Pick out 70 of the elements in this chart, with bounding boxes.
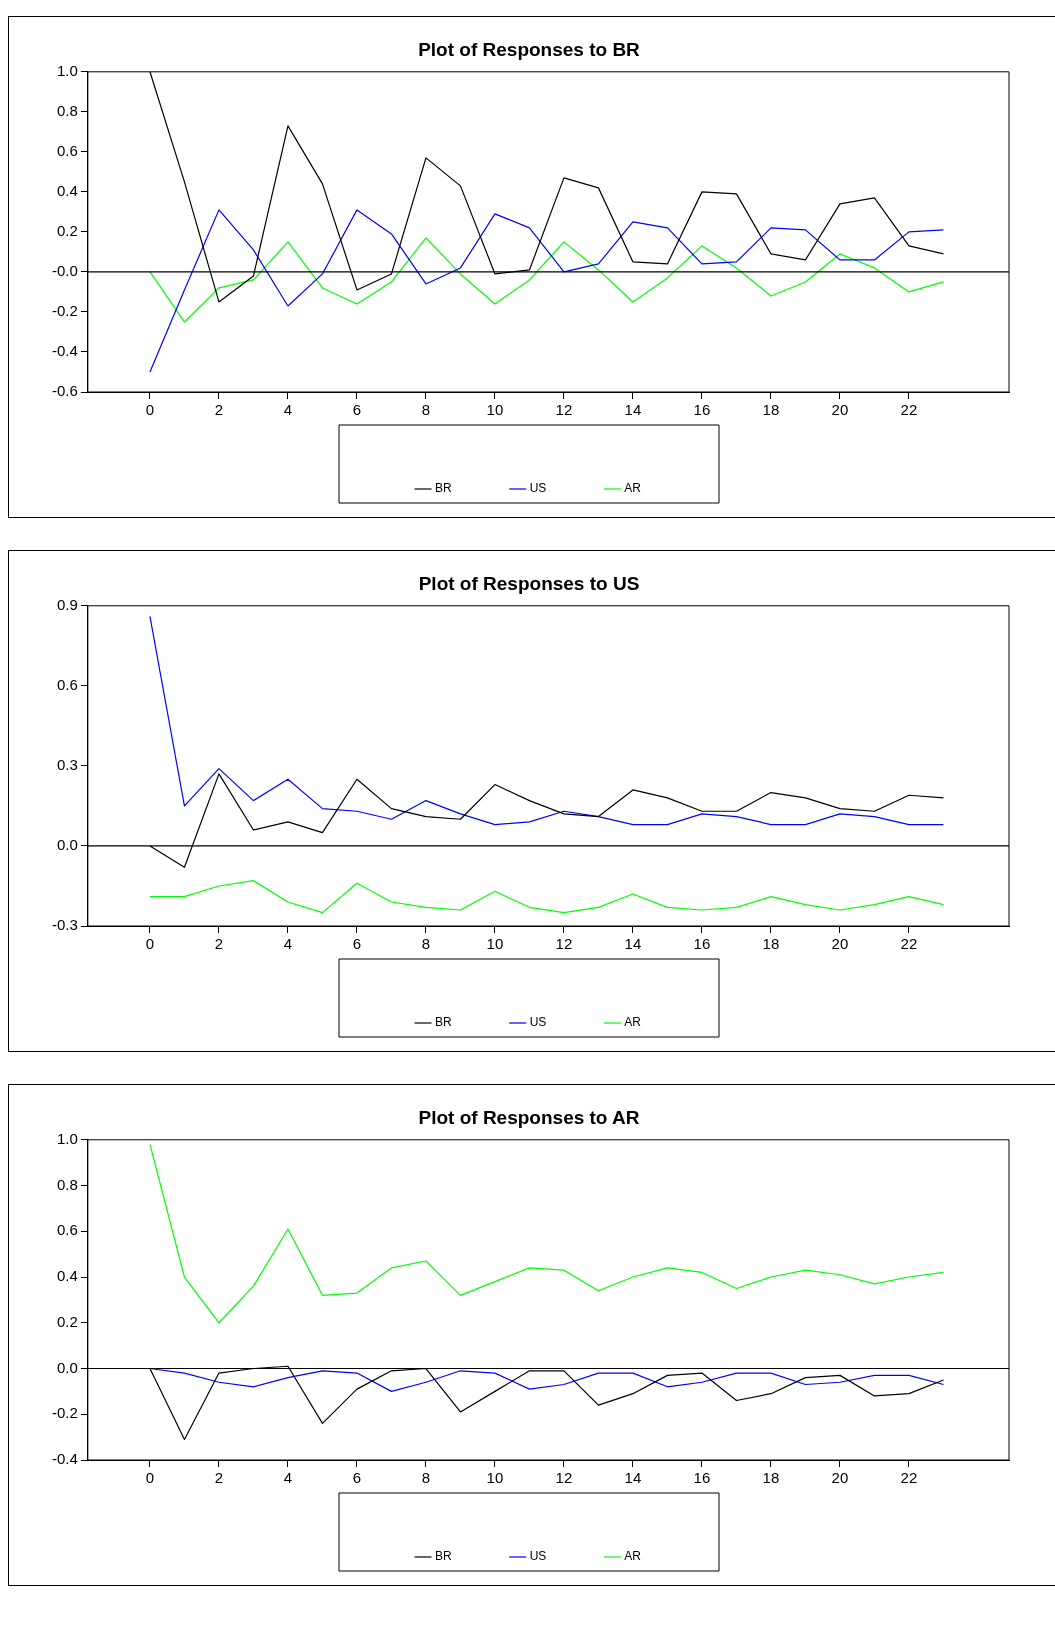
x-tick-label: 16 xyxy=(693,401,711,419)
chart-title: Plot of Responses to US xyxy=(418,572,640,594)
y-tick-label: 0.8 xyxy=(56,1175,78,1193)
legend-label: AR xyxy=(624,1549,642,1564)
x-tick-label: 4 xyxy=(283,1469,293,1487)
legend-label: US xyxy=(529,481,547,496)
x-tick-label: 20 xyxy=(831,1469,849,1487)
x-tick-label: 12 xyxy=(555,935,573,953)
x-tick-label: 22 xyxy=(900,1469,918,1487)
x-tick-label: 12 xyxy=(555,401,573,419)
y-tick-label: 0.9 xyxy=(56,595,78,613)
x-tick-label: 4 xyxy=(283,401,293,419)
x-tick-label: 4 xyxy=(283,935,293,953)
y-tick-label: 0.2 xyxy=(56,222,78,240)
y-tick-label: 0.3 xyxy=(56,756,78,774)
legend-label: AR xyxy=(624,481,642,496)
x-tick-label: 8 xyxy=(421,401,431,419)
x-tick-label: 0 xyxy=(145,935,155,953)
x-tick-label: 10 xyxy=(486,401,504,419)
legend-label: US xyxy=(529,1015,547,1030)
legend-label: BR xyxy=(435,481,452,496)
x-tick-label: 8 xyxy=(421,1469,431,1487)
x-tick-label: 10 xyxy=(486,1469,504,1487)
y-tick-label: -0.2 xyxy=(51,1404,78,1422)
y-tick-label: -0.4 xyxy=(51,1450,78,1468)
x-tick-label: 18 xyxy=(762,1469,780,1487)
legend-label: BR xyxy=(435,1549,452,1564)
x-tick-label: 20 xyxy=(831,401,849,419)
x-tick-label: 20 xyxy=(831,935,849,953)
y-tick-label: -0.0 xyxy=(51,262,78,280)
x-tick-label: 14 xyxy=(624,1469,642,1487)
x-tick-label: 18 xyxy=(762,401,780,419)
x-tick-label: 16 xyxy=(693,935,711,953)
x-tick-label: 2 xyxy=(214,401,224,419)
y-tick-label: -0.6 xyxy=(51,382,78,400)
y-tick-label: 0.0 xyxy=(56,836,78,854)
y-tick-label: -0.2 xyxy=(51,302,78,320)
y-tick-label: 0.4 xyxy=(56,1267,78,1285)
legend-label: US xyxy=(529,1549,547,1564)
y-tick-label: 1.0 xyxy=(56,61,78,79)
legend-label: AR xyxy=(624,1015,642,1030)
x-tick-label: 0 xyxy=(145,1469,155,1487)
x-tick-label: 22 xyxy=(900,935,918,953)
x-tick-label: 10 xyxy=(486,935,504,953)
y-tick-label: 1.0 xyxy=(56,1129,78,1147)
x-tick-label: 22 xyxy=(900,401,918,419)
x-tick-label: 16 xyxy=(693,1469,711,1487)
y-tick-label: 0.4 xyxy=(56,182,78,200)
chart-title: Plot of Responses to BR xyxy=(418,38,641,60)
x-tick-label: 0 xyxy=(145,401,155,419)
x-tick-label: 18 xyxy=(762,935,780,953)
y-tick-label: 0.0 xyxy=(56,1358,78,1376)
y-tick-label: -0.4 xyxy=(51,342,78,360)
x-tick-label: 12 xyxy=(555,1469,573,1487)
y-tick-label: -0.3 xyxy=(51,916,78,934)
y-tick-label: 0.6 xyxy=(56,1221,78,1239)
chart-title: Plot of Responses to AR xyxy=(418,1106,640,1128)
x-tick-label: 14 xyxy=(624,401,642,419)
x-tick-label: 6 xyxy=(352,1469,362,1487)
y-tick-label: 0.6 xyxy=(56,675,78,693)
x-tick-label: 2 xyxy=(214,935,224,953)
y-tick-label: 0.6 xyxy=(56,141,78,159)
x-tick-label: 14 xyxy=(624,935,642,953)
x-tick-label: 6 xyxy=(352,935,362,953)
x-tick-label: 6 xyxy=(352,401,362,419)
y-tick-label: 0.8 xyxy=(56,101,78,119)
y-tick-label: 0.2 xyxy=(56,1312,78,1330)
x-tick-label: 8 xyxy=(421,935,431,953)
x-tick-label: 2 xyxy=(214,1469,224,1487)
legend-label: BR xyxy=(435,1015,452,1030)
